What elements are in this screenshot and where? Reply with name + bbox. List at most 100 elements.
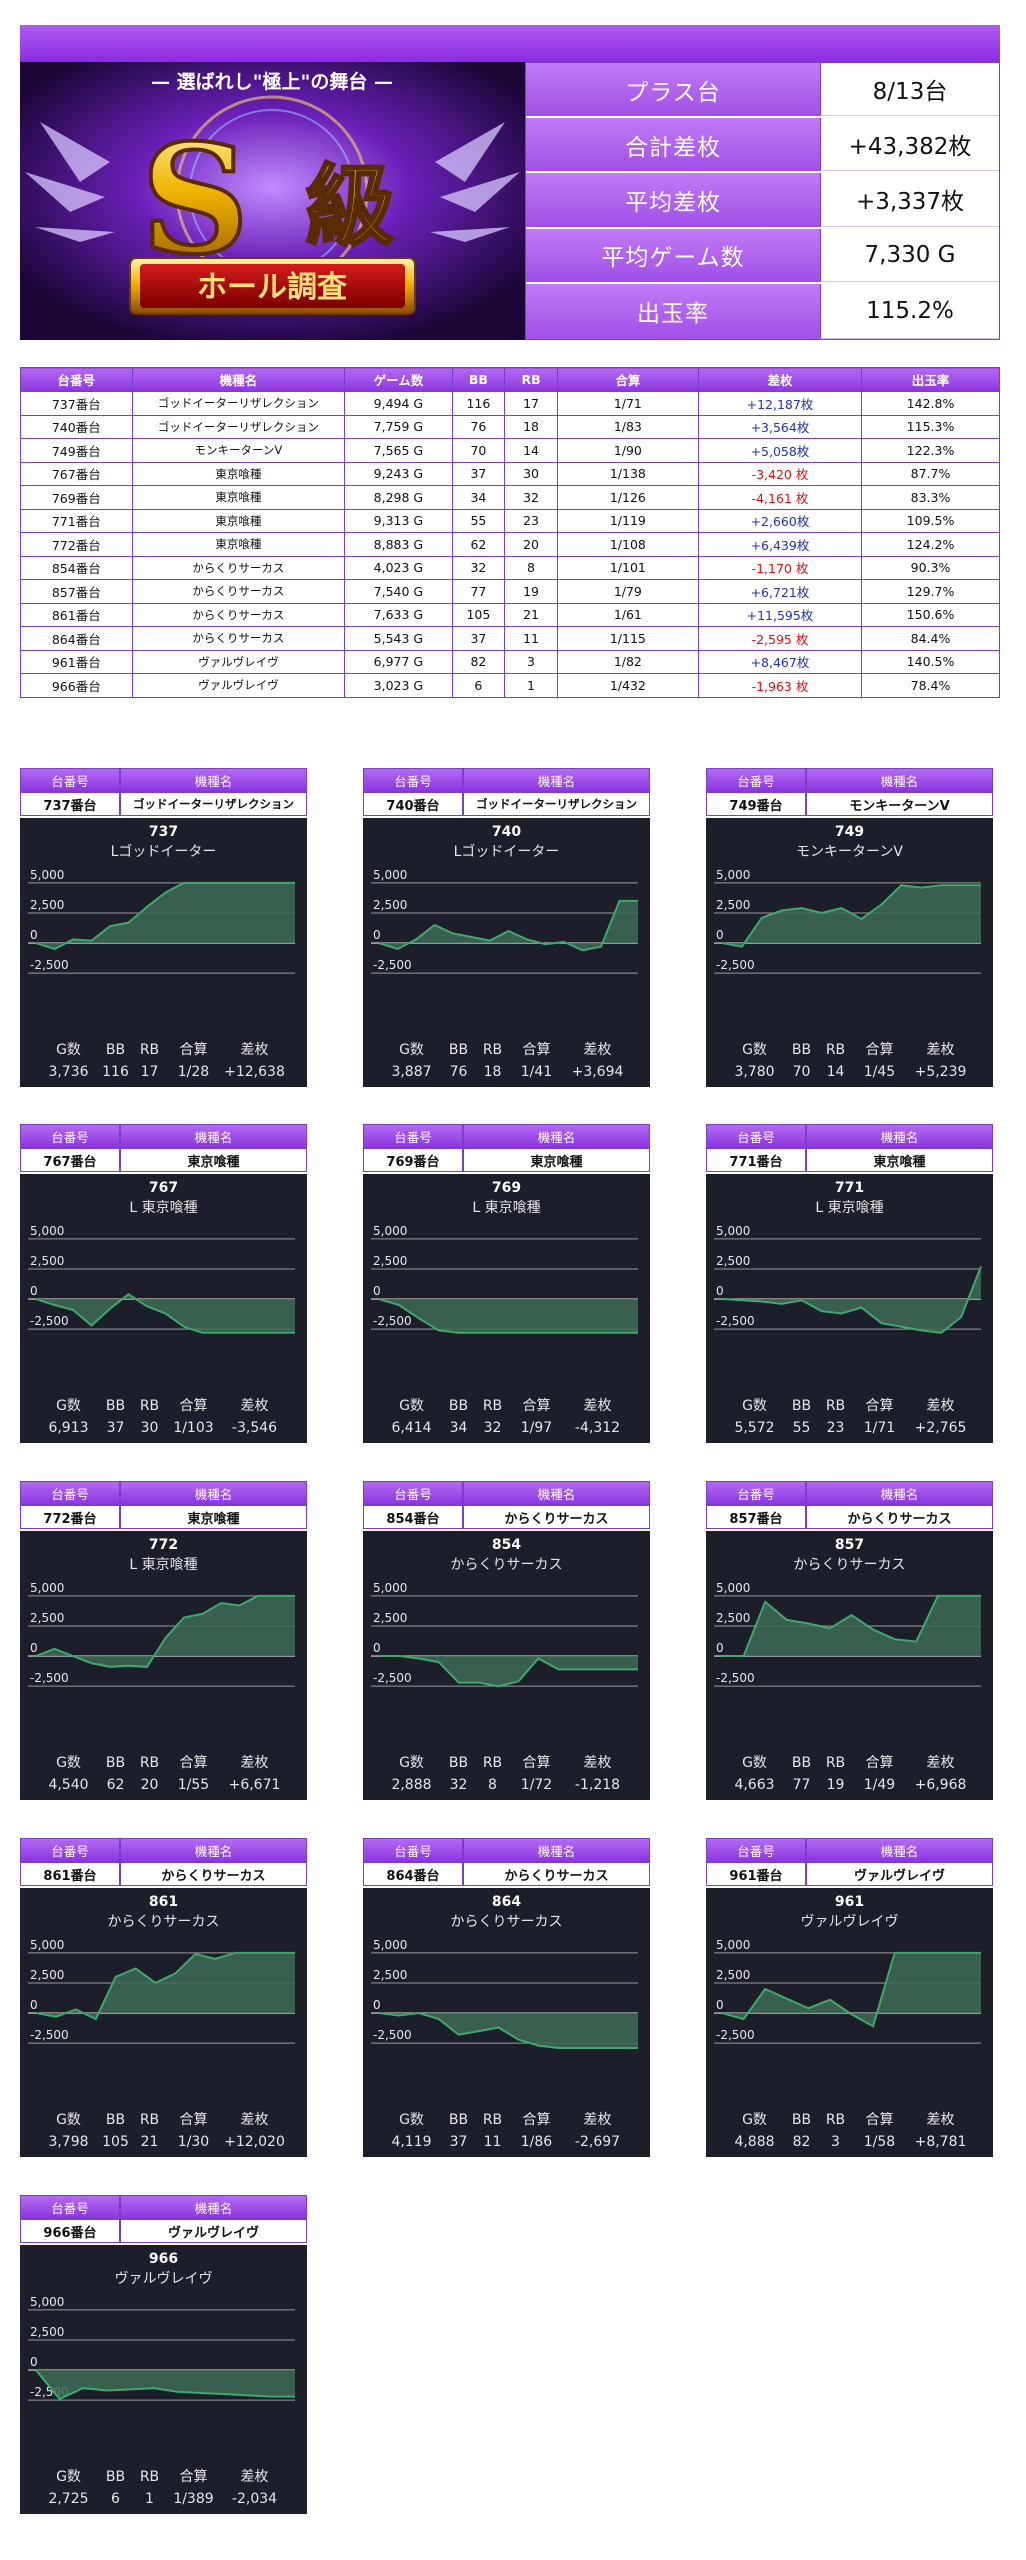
table-cell: 124.2%: [861, 532, 1000, 557]
summary-row: 合計差枚 +43,382枚: [526, 118, 999, 174]
chart-panel: 861 からくりサーカス 5,000 2,500 0 -2,500 G数 BB RB 合算 差枚 3,…: [20, 1888, 307, 2157]
table-cell: 1/90: [556, 438, 699, 463]
card-machine-value: ヴァルヴレイヴ: [806, 1862, 993, 1886]
stat-header: BB: [448, 1398, 469, 1414]
table-cell: 23: [504, 508, 558, 533]
card-header: 台番号 機種名 749番台 モンキーターンV: [706, 768, 993, 816]
slump-chart: 864 からくりサーカス 5,000 2,500 0 -2,500: [371, 1894, 639, 2049]
y-tick-label: 0: [373, 1641, 381, 1655]
stat-header: RB: [482, 1755, 503, 1771]
stat-value: 5,572: [734, 1420, 775, 1436]
stat-header: G数: [56, 1398, 81, 1414]
card-unit-value: 772番台: [20, 1505, 120, 1529]
y-tick-label: 5,000: [30, 2295, 64, 2309]
y-tick-label: 5,000: [716, 1224, 750, 1238]
chart-number: 772: [149, 1537, 178, 1553]
series-area: [379, 1656, 638, 1687]
stat-header: G数: [742, 2112, 767, 2128]
summary-value: +43,382枚: [820, 118, 999, 172]
stat-value: 116: [102, 1064, 129, 1080]
stat-header: BB: [105, 1042, 126, 1058]
series-area: [36, 2370, 295, 2399]
card-machine-header: 機種名: [120, 1124, 307, 1148]
stat-header: 差枚: [240, 1755, 269, 1771]
stat-value: 3,780: [734, 1064, 775, 1080]
table-row: 857番台 からくりサーカス 7,540 G 77 19 1/79 +6,721枚 129.7…: [20, 579, 1000, 604]
summary-value: +3,337枚: [820, 173, 999, 227]
table-cell: -2,595 枚: [697, 626, 863, 651]
stat-value: 70: [792, 1064, 811, 1080]
table-cell: +2,660枚: [697, 508, 863, 533]
stat-header: BB: [791, 1398, 812, 1414]
table-row: 961番台 ヴァルヴレイヴ 6,977 G 82 3 1/82 +8,467枚 140.5%: [20, 649, 1000, 674]
stat-header: G数: [399, 1755, 424, 1771]
table-cell: 129.7%: [861, 579, 1000, 604]
table-cell: +12,187枚: [697, 391, 863, 416]
table-cell: -3,420 枚: [697, 461, 863, 486]
table-cell: 11: [504, 626, 558, 651]
summary-panel: プラス台 8/13台 合計差枚 +43,382枚 平均差枚 +3,337枚 平均…: [525, 62, 1000, 340]
table-cell: +8,467枚: [697, 649, 863, 674]
stat-value: 21: [140, 2134, 159, 2150]
stat-header: 合算: [522, 1042, 551, 1058]
stat-header: 差枚: [583, 1755, 612, 1771]
table-cell: -1,170 枚: [697, 555, 863, 580]
series-area: [36, 882, 295, 950]
stat-value: 8: [488, 1777, 497, 1793]
chart-panel: 740 Lゴッドイーター 5,000 2,500 0 -2,500 G数 BB RB 合算 差枚 3,…: [363, 818, 650, 1087]
stat-header: 合算: [522, 1755, 551, 1771]
stat-value: +12,020: [224, 2134, 285, 2150]
table-cell: 864番台: [20, 626, 133, 651]
unit-card: 台番号 機種名 767番台 東京喰種 767 L 東京喰種 5,000 2,500 0 -2,50…: [20, 1124, 307, 1443]
stat-header: 差枚: [240, 2469, 269, 2485]
stat-header: BB: [448, 1042, 469, 1058]
table-cell: 7,540 G: [344, 579, 453, 604]
table-cell: 30: [504, 461, 558, 486]
card-unit-header: 台番号: [363, 768, 463, 792]
stat-header: 差枚: [240, 1398, 269, 1414]
card-unit-header: 台番号: [363, 1124, 463, 1148]
stat-value: 1/58: [863, 2134, 896, 2150]
series-area: [722, 1595, 981, 1657]
table-cell: 150.6%: [861, 602, 1000, 627]
table-cell: 84.4%: [861, 626, 1000, 651]
card-header: 台番号 機種名 772番台 東京喰種: [20, 1481, 307, 1529]
stat-header: BB: [791, 1755, 812, 1771]
card-unit-header: 台番号: [20, 2195, 120, 2219]
chart-stats: G数 BB RB 合算 差枚 3,736 116 17 1/28 +12,638: [20, 1039, 307, 1083]
card-header: 台番号 機種名 861番台 からくりサーカス: [20, 1838, 307, 1886]
table-cell: 772番台: [20, 532, 133, 557]
stat-header: RB: [139, 1042, 160, 1058]
table-cell: モンキーターンV: [131, 438, 346, 463]
stat-header: RB: [825, 1398, 846, 1414]
table-row: 740番台 ゴッドイーターリザレクション 7,759 G 76 18 1/83 +3,564…: [20, 414, 1000, 439]
stat-value: 3,887: [391, 1064, 432, 1080]
stat-value: 1/49: [863, 1777, 896, 1793]
summary-row: 出玉率 115.2%: [526, 283, 999, 339]
chart-stats: G数 BB RB 合算 差枚 4,119 37 11 1/86 -2,697: [363, 2109, 650, 2153]
stat-header: G数: [742, 1042, 767, 1058]
y-tick-label: 5,000: [30, 1581, 64, 1595]
table-cell: +6,721枚: [697, 579, 863, 604]
card-unit-header: 台番号: [706, 768, 806, 792]
y-tick-label: 5,000: [716, 1581, 750, 1595]
table-cell: ゴッドイーターリザレクション: [131, 391, 346, 416]
summary-row: プラス台 8/13台: [526, 63, 999, 119]
y-tick-label: 2,500: [716, 1968, 750, 1982]
table-cell: 116: [451, 391, 506, 416]
chart-stats: G数 BB RB 合算 差枚 5,572 55 23 1/71 +2,765: [706, 1395, 993, 1439]
banner-ribbon-text: ホール調査: [197, 270, 347, 305]
stat-value: 55: [792, 1420, 811, 1436]
table-cell: 9,494 G: [344, 391, 453, 416]
table-cell: 76: [451, 414, 506, 439]
table-row: 769番台 東京喰種 8,298 G 34 32 1/126 -4,161 枚 83.3%: [20, 485, 1000, 510]
table-cell: 東京喰種: [131, 532, 346, 557]
card-unit-header: 台番号: [20, 1838, 120, 1862]
chart-stats: G数 BB RB 合算 差枚 3,798 105 21 1/30 +12,020: [20, 2109, 307, 2153]
card-header: 台番号 機種名 737番台 ゴッドイーターリザレクション: [20, 768, 307, 816]
table-cell: 62: [451, 532, 506, 557]
table-cell: 105: [451, 602, 506, 627]
table-cell: 9,243 G: [344, 461, 453, 486]
y-tick-label: -2,500: [30, 958, 69, 972]
table-cell: からくりサーカス: [131, 555, 346, 580]
